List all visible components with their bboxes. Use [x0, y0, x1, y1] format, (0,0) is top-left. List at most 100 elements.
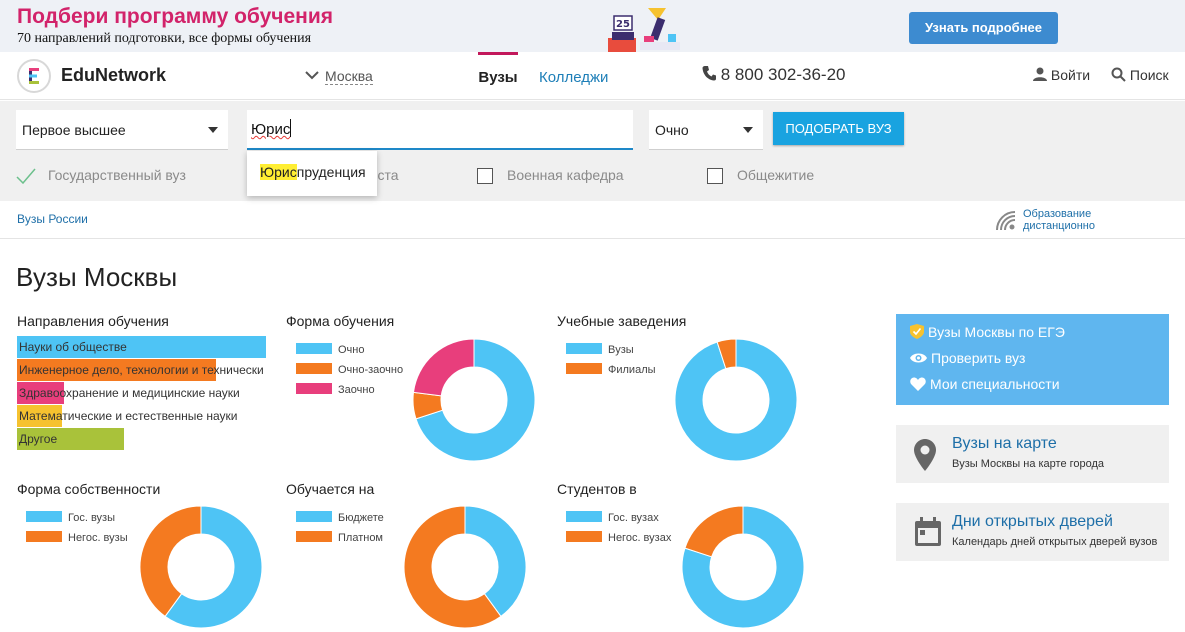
donut-chart-institutions — [674, 338, 798, 462]
legend-label: Гос. вузы — [68, 512, 116, 524]
banner-subtitle: 70 направлений подготовки, все формы обу… — [17, 31, 312, 46]
dropdown-caret-icon — [208, 127, 218, 133]
map-card-subtitle: Вузы Москвы на карте города — [952, 458, 1105, 470]
tab-colleges[interactable]: Колледжи — [539, 69, 609, 86]
sidebar-item-label: Проверить вуз — [931, 350, 1026, 366]
logo-text[interactable]: EduNetwork — [61, 65, 167, 85]
study-form-select[interactable]: Очно — [649, 110, 763, 150]
sidebar-item-label: Мои специальности — [930, 376, 1060, 392]
site-header: EduNetwork Москва Вузы Колледжи 8 800 30… — [0, 52, 1185, 100]
donut-chart-study-form — [412, 338, 536, 462]
login-button[interactable]: Войти — [1033, 67, 1090, 83]
direction-label: Математические и естественные науки — [19, 409, 238, 423]
checkbox-label: Военная кафедра — [507, 167, 624, 183]
legend-label: Очно — [338, 344, 365, 356]
calendar-icon — [915, 517, 941, 546]
tab-universities[interactable]: Вузы — [478, 52, 518, 100]
level-select[interactable]: Первое высшее — [16, 110, 228, 150]
legend-label: Бюджете — [338, 512, 384, 524]
open-days-card[interactable]: Дни открытых дверей Календарь дней откры… — [896, 503, 1169, 561]
chart-title-funding: Обучается на — [286, 481, 375, 497]
user-icon — [1033, 67, 1047, 81]
direction-bar-row[interactable]: Здравоохранение и медицинские науки — [17, 382, 267, 405]
donut-slice — [139, 505, 202, 618]
banner-illustration-icon: 25 — [608, 8, 680, 52]
search-label: Поиск — [1129, 67, 1169, 83]
direction-bar — [17, 336, 266, 358]
legend-swatch — [296, 343, 332, 354]
direction-bar-row[interactable]: Инженерное дело, технологии и технически — [17, 359, 267, 382]
checkbox-box — [707, 168, 723, 185]
checkbox-dormitory[interactable]: Общежитие — [707, 167, 815, 185]
sidebar-item-ege[interactable]: Вузы Москвы по ЕГЭ — [910, 322, 1169, 348]
filter-panel: Первое высшее Юрис Очно ПОДОБРАТЬ ВУЗ Го… — [0, 101, 1185, 201]
search-icon — [1111, 67, 1126, 82]
checkbox-label: Общежитие — [737, 167, 815, 183]
legend-funding: Бюджете Платном — [296, 511, 384, 551]
phone-link[interactable]: 8 800 302-36-20 — [702, 65, 846, 85]
promo-banner[interactable]: Подбери программу обучения 70 направлени… — [0, 0, 1185, 52]
sidebar-quick-links: Вузы Москвы по ЕГЭ Проверить вуз Мои спе… — [896, 314, 1169, 405]
autocomplete-suggestion[interactable]: Юриспруденция — [247, 151, 377, 196]
donut-chart-students — [681, 505, 805, 629]
legend-label: Заочно — [338, 384, 375, 396]
direction-bar-row[interactable]: Другое — [17, 428, 267, 451]
banner-title: Подбери программу обучения — [17, 5, 334, 28]
remote-line2: дистанционно — [1023, 220, 1095, 232]
direction-bar — [17, 382, 64, 404]
search-button[interactable]: Поиск — [1111, 67, 1169, 83]
map-card[interactable]: Вузы на карте Вузы Москвы на карте город… — [896, 425, 1169, 483]
eye-icon — [910, 353, 927, 363]
legend-swatch — [566, 363, 602, 374]
donut-chart-funding — [403, 505, 527, 629]
direction-bar-row[interactable]: Математические и естественные науки — [17, 405, 267, 428]
city-label: Москва — [325, 68, 373, 85]
chart-title-ownership: Форма собственности — [17, 481, 161, 497]
donut-slice — [412, 338, 475, 397]
direction-bar-row[interactable]: Науки об обществе — [17, 336, 267, 359]
checkbox-label: Государственный вуз — [48, 167, 186, 183]
donut-slice — [403, 505, 502, 629]
remote-line1: Образование — [1023, 208, 1092, 220]
direction-label: Здравоохранение и медицинские науки — [19, 386, 240, 400]
donut-slice — [684, 505, 744, 558]
open-days-subtitle: Календарь дней открытых дверей вузов — [952, 536, 1158, 548]
checkbox-military-dept[interactable]: Военная кафедра — [477, 167, 624, 185]
checkbox-box — [477, 168, 493, 185]
banner-learn-more-button[interactable]: Узнать подробнее — [909, 12, 1058, 44]
chart-title-institutions: Учебные заведения — [557, 313, 687, 329]
legend-study-form: Очно Очно-заочно Заочно — [296, 343, 403, 403]
donut-chart-ownership — [139, 505, 263, 629]
legend-swatch — [566, 343, 602, 354]
sidebar-item-specialties[interactable]: Мои специальности — [910, 374, 1169, 400]
legend-swatch — [296, 383, 332, 394]
map-card-title: Вузы на карте — [952, 435, 1057, 452]
legend-swatch — [296, 511, 332, 522]
legend-label: Платном — [338, 532, 383, 544]
sidebar-item-check[interactable]: Проверить вуз — [910, 348, 1169, 374]
specialty-search-input[interactable]: Юрис — [247, 110, 633, 150]
direction-bar — [17, 405, 62, 427]
donut-slice — [716, 338, 737, 370]
donut-slice — [415, 338, 536, 462]
study-form-value: Очно — [655, 122, 689, 138]
breadcrumb[interactable]: Вузы России — [17, 212, 88, 226]
remote-education-link[interactable]: Образование дистанционно — [996, 208, 1095, 232]
suggestion-match: Юрис — [260, 164, 297, 180]
legend-label: Очно-заочно — [338, 364, 404, 376]
direction-bar — [17, 359, 216, 381]
legend-label: Гос. вузах — [608, 512, 659, 524]
logo-icon[interactable] — [17, 59, 51, 93]
donut-slice — [164, 505, 263, 629]
checkbox-state-university[interactable]: Государственный вуз — [16, 167, 186, 185]
chart-title-students: Студентов в — [557, 481, 637, 497]
legend-swatch — [566, 531, 602, 542]
city-selector[interactable]: Москва — [305, 68, 373, 85]
direction-label: Другое — [19, 432, 58, 446]
phone-icon — [702, 66, 716, 81]
find-university-button[interactable]: ПОДОБРАТЬ ВУЗ — [773, 112, 904, 145]
directions-title: Направления обучения — [17, 313, 169, 329]
legend-swatch — [296, 531, 332, 542]
signal-icon — [996, 211, 1016, 231]
suggestion-rest: пруденция — [296, 164, 366, 180]
